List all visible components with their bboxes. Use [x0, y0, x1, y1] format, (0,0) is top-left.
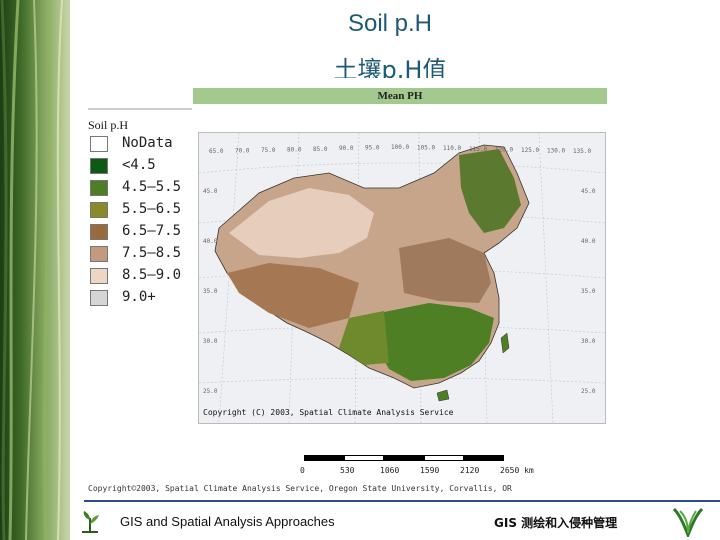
soil-ph-map: 65.0 70.0 75.0 80.0 85.0 90.0 95.0 100.0 105.0 11… — [198, 132, 606, 424]
legend-label: 6.5–7.5 — [122, 223, 182, 239]
latitude-label: 40.0 — [581, 238, 596, 245]
tibet-plateau-region — [227, 263, 359, 328]
latitude-label: 45.0 — [581, 188, 596, 195]
legend-label: 4.5–5.5 — [122, 179, 182, 195]
map-canvas: 65.0 70.0 75.0 80.0 85.0 90.0 95.0 100.0 105.0 11… — [199, 133, 605, 423]
footer-course-title: GIS and Spatial Analysis Approaches — [120, 514, 335, 529]
longitude-label: 85.0 — [313, 146, 328, 153]
legend-label: 8.5–9.0 — [122, 267, 182, 283]
legend-label: <4.5 — [122, 157, 156, 173]
legend-swatch — [90, 202, 108, 218]
scale-label: 1590 — [420, 466, 440, 475]
longitude-label: 80.0 — [287, 146, 302, 153]
northeast-region — [459, 149, 521, 233]
central-east-region — [399, 238, 491, 303]
taiwan-island — [500, 332, 510, 354]
south-region — [374, 303, 494, 381]
legend-title: Soil p.H — [88, 118, 129, 132]
plant-logo-icon — [672, 507, 704, 537]
longitude-label: 115.0 — [469, 146, 487, 153]
longitude-labels: 65.0 70.0 75.0 80.0 85.0 90.0 95.0 100.0 105.0 11… — [209, 144, 591, 155]
map-inner-copyright: Copyright (C) 2003, Spatial Climate Anal… — [203, 408, 454, 417]
left-decorative-grass-strip — [0, 0, 70, 540]
legend-label: 5.5–6.5 — [122, 201, 182, 217]
longitude-label: 70.0 — [235, 148, 250, 155]
legend-swatch — [90, 224, 108, 240]
latitude-label: 30.0 — [581, 338, 596, 345]
scale-label: 2650 km — [500, 466, 534, 475]
slide-title: Soil p.H — [347, 10, 433, 37]
hainan-island — [436, 389, 450, 402]
scale-label: 2120 — [460, 466, 480, 475]
legend-label: 9.0+ — [122, 289, 156, 305]
latitude-label: 30.0 — [203, 338, 218, 345]
latitude-label: 35.0 — [203, 288, 218, 295]
legend-label: NoData — [122, 135, 173, 151]
legend-label: 7.5–8.5 — [122, 245, 182, 261]
legend-swatch — [90, 246, 108, 262]
legend-swatch — [90, 136, 108, 152]
longitude-label: 110.0 — [443, 145, 461, 152]
latitude-label: 25.0 — [203, 388, 218, 395]
longitude-label: 75.0 — [261, 147, 276, 154]
map-header: Mean PH — [193, 88, 607, 104]
legend-swatch — [90, 268, 108, 284]
leaf-logo-icon — [82, 511, 99, 533]
legend-swatch — [90, 158, 108, 174]
latitude-label: 35.0 — [581, 288, 596, 295]
latitude-labels: 45.0 45.0 40.0 40.0 35.0 35.0 30.0 30.0 25.0 25.0 — [203, 188, 596, 395]
longitude-label: 125.0 — [521, 147, 539, 154]
longitude-label: 65.0 — [209, 148, 224, 155]
longitude-label: 95.0 — [365, 145, 380, 152]
latitude-label: 25.0 — [581, 388, 596, 395]
southwest-region — [339, 311, 389, 365]
scale-label: 0 — [300, 466, 305, 475]
legend-swatch — [90, 180, 108, 196]
scale-label: 1060 — [380, 466, 400, 475]
longitude-label: 130.0 — [547, 148, 565, 155]
legend-divider — [88, 108, 192, 110]
longitude-label: 105.0 — [417, 145, 435, 152]
longitude-label: 135.0 — [573, 148, 591, 155]
latitude-label: 45.0 — [203, 188, 218, 195]
legend-swatch — [90, 290, 108, 306]
map-credit: Copyright©2003, Spatial Climate Analysis… — [88, 484, 512, 493]
latitude-label: 40.0 — [203, 238, 218, 245]
footer-chinese-title: GIS 测绘和入侵种管理 — [494, 516, 618, 530]
scale-bar — [304, 455, 504, 461]
footer-divider — [84, 500, 720, 502]
northwest-desert-region — [229, 188, 374, 258]
longitude-label: 120.0 — [495, 146, 513, 153]
grass-illustration — [0, 0, 63, 540]
longitude-label: 90.0 — [339, 145, 354, 152]
scale-label: 530 — [340, 466, 355, 475]
longitude-label: 100.0 — [391, 144, 409, 151]
